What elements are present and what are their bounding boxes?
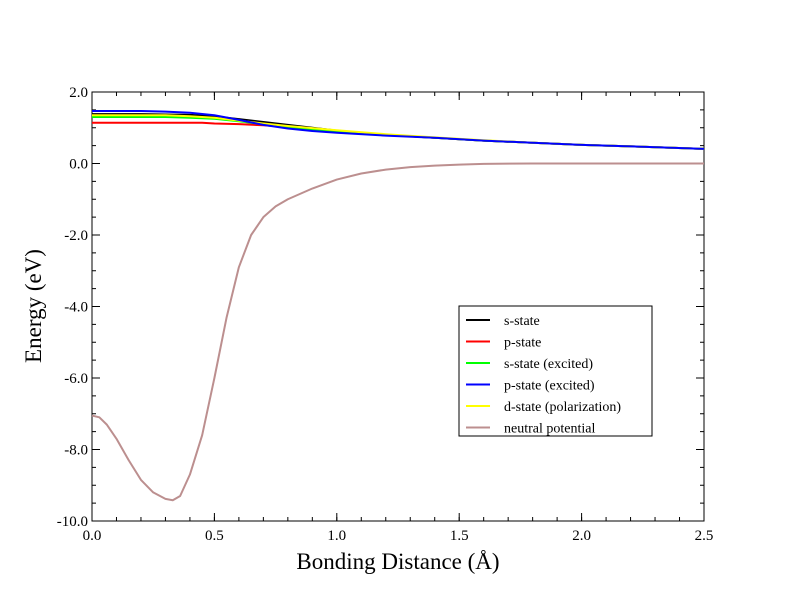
y-tick-label: 2.0 bbox=[69, 85, 88, 101]
y-tick-label: -2.0 bbox=[64, 228, 88, 244]
series-line-p-state-excited bbox=[92, 109, 705, 150]
series-line-s-state bbox=[92, 113, 705, 150]
legend-label: neutral potential bbox=[504, 422, 595, 437]
legend-label: d-state (polarization) bbox=[504, 400, 621, 415]
x-tick-label: 0.5 bbox=[205, 528, 224, 544]
legend-label: s-state (excited) bbox=[504, 357, 593, 372]
y-tick-label: -8.0 bbox=[64, 443, 88, 459]
y-tick-label: 0.0 bbox=[69, 157, 88, 173]
y-tick-label: -4.0 bbox=[64, 300, 88, 316]
x-axis-label: Bonding Distance (Å) bbox=[296, 549, 499, 574]
y-axis-label: Energy (eV) bbox=[21, 249, 46, 363]
x-tick-label: 1.0 bbox=[327, 528, 346, 544]
x-tick-label: 0.0 bbox=[83, 528, 102, 544]
y-tick-labels: -10.0 -8.0 -6.0 -4.0 -2.0 0.0 2.0 bbox=[57, 85, 88, 530]
x-tick-label: 2.5 bbox=[695, 528, 714, 544]
series-line-neutral-potential bbox=[91, 162, 704, 502]
legend-label: s-state bbox=[504, 314, 540, 329]
y-tick-label: -6.0 bbox=[64, 371, 88, 387]
x-tick-labels: 0.0 0.5 1.0 1.5 2.0 2.5 bbox=[83, 528, 714, 544]
axis-ticks bbox=[91, 91, 705, 522]
y-tick-label: -10.0 bbox=[57, 514, 88, 530]
x-tick-label: 2.0 bbox=[572, 528, 591, 544]
legend-box bbox=[458, 305, 653, 437]
legend-label: p-state bbox=[504, 336, 541, 351]
series-line-d-state-polarization bbox=[92, 114, 705, 150]
x-tick-label: 1.5 bbox=[450, 528, 469, 544]
legend: s-state p-state s-state (excited) p-state (… bbox=[458, 305, 653, 437]
series-layer bbox=[91, 109, 705, 502]
legend-label: p-state (excited) bbox=[504, 379, 595, 394]
